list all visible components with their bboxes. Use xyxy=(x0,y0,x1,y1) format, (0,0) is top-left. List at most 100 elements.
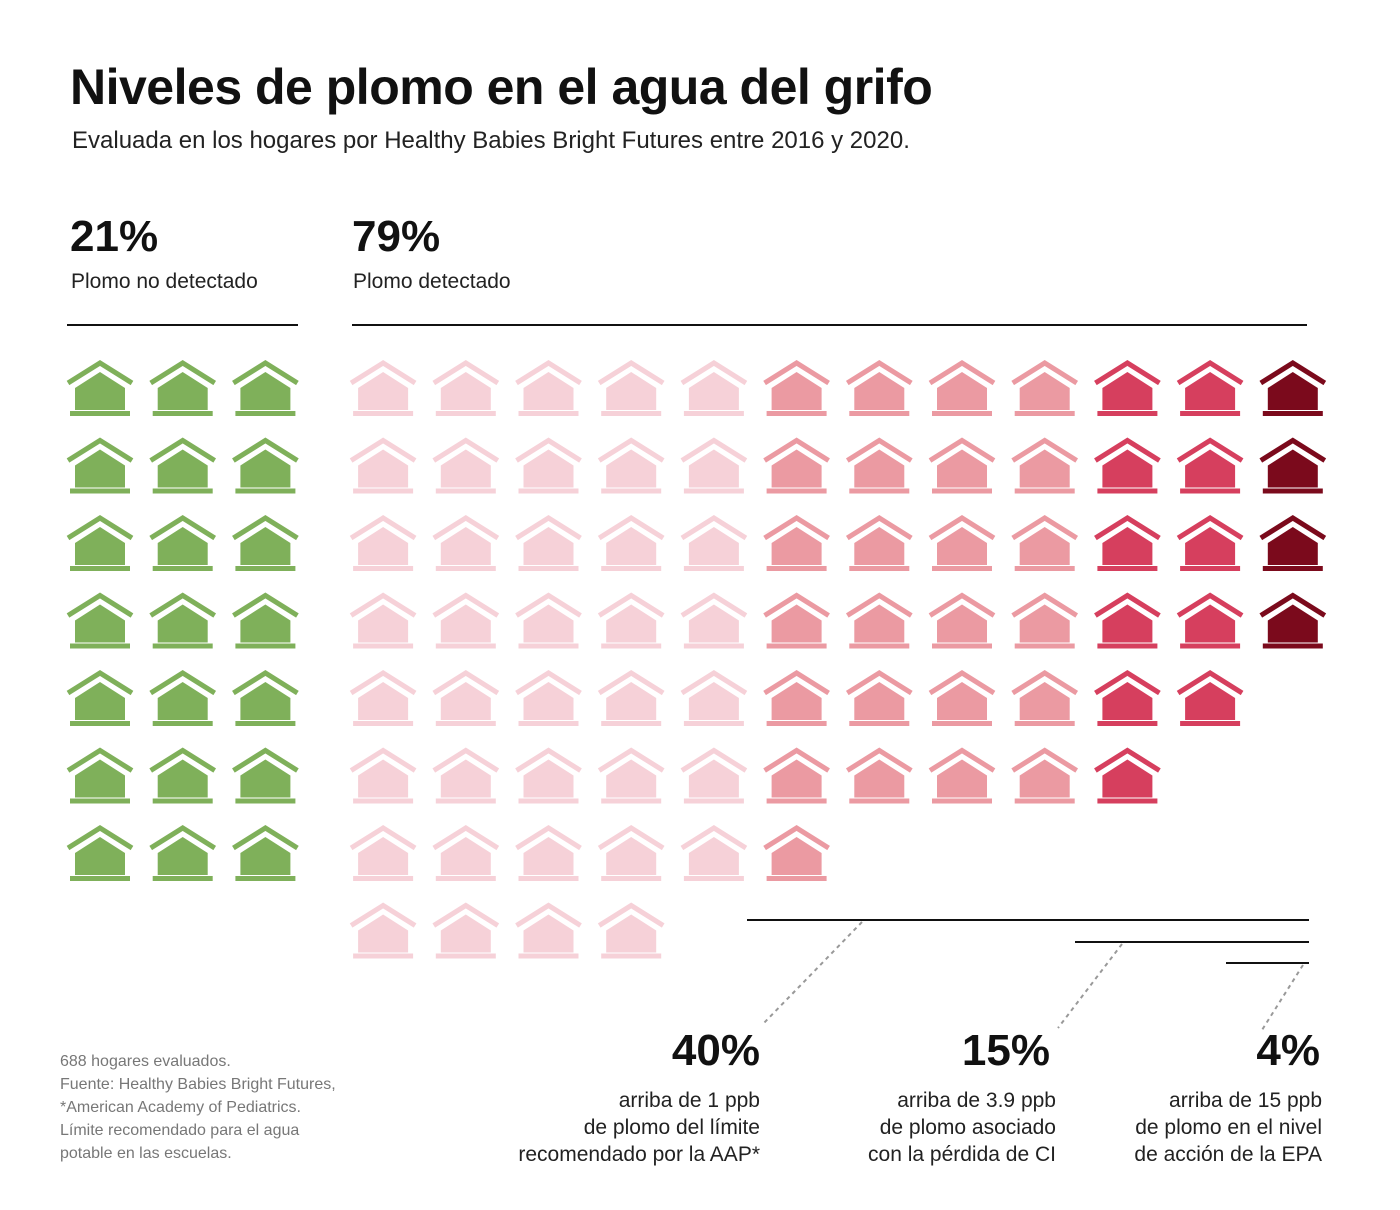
callout-line: de plomo asociado xyxy=(879,1116,1056,1139)
house-icon xyxy=(432,902,500,959)
not-detected-pct: 21% xyxy=(70,212,159,261)
house-icon xyxy=(845,670,913,726)
house-icon xyxy=(515,825,582,881)
house-icon xyxy=(1011,515,1079,571)
house-icon xyxy=(928,360,996,416)
house-icon xyxy=(928,437,996,494)
house-icon xyxy=(597,437,665,494)
callout-above-3-9ppb-text: arriba de 3.9 ppb de plomo asociado con … xyxy=(740,1087,1056,1168)
callout-brackets xyxy=(747,919,1309,1031)
house-icon xyxy=(597,360,665,416)
house-icon xyxy=(845,747,913,804)
leader-above-15ppb xyxy=(1261,964,1304,1031)
house-icon xyxy=(1259,515,1327,571)
house-icon xyxy=(1176,670,1244,726)
house-icon xyxy=(349,592,417,649)
house-icon xyxy=(763,747,830,804)
house-icon xyxy=(149,437,217,494)
callout-line: arriba de 1 ppb xyxy=(618,1089,760,1112)
house-icon xyxy=(149,747,217,804)
house-icon xyxy=(349,515,417,571)
callout-line: de acción de la EPA xyxy=(1134,1143,1322,1166)
house-icon xyxy=(1011,747,1079,804)
house-icon xyxy=(680,825,748,881)
callout-line: recomendado por la AAP* xyxy=(518,1143,760,1166)
house-icon xyxy=(1259,360,1327,416)
footnote-line: 688 hogares evaluados. xyxy=(60,1053,231,1070)
house-icon xyxy=(515,747,582,804)
house-icon xyxy=(763,515,830,571)
callout-above-1ppb-pct: 40% xyxy=(671,1026,760,1075)
house-icon xyxy=(432,592,500,649)
house-icon xyxy=(1094,670,1161,726)
house-icon xyxy=(1094,515,1161,571)
house-icon xyxy=(845,360,913,416)
house-icon xyxy=(149,360,217,416)
house-icon xyxy=(680,515,748,571)
house-icon xyxy=(763,670,830,726)
house-icon xyxy=(149,825,217,881)
house-icon xyxy=(515,902,582,959)
house-icon xyxy=(66,825,134,881)
house-icon xyxy=(232,825,299,881)
house-icon xyxy=(232,437,299,494)
house-icon xyxy=(232,747,299,804)
house-icon xyxy=(432,515,500,571)
chart-subtitle: Evaluada en los hogares por Healthy Babi… xyxy=(72,127,910,154)
not-detected-label: Plomo no detectado xyxy=(71,270,258,293)
house-icon xyxy=(597,670,665,726)
house-icon xyxy=(597,592,665,649)
house-icon xyxy=(349,747,417,804)
house-icon xyxy=(1176,515,1244,571)
footnote-line: Fuente: Healthy Babies Bright Futures, xyxy=(60,1076,336,1093)
house-icon xyxy=(232,592,299,649)
leader-above-3-9ppb xyxy=(1057,943,1123,1029)
house-icon xyxy=(349,670,417,726)
house-icon xyxy=(432,437,500,494)
house-icon xyxy=(66,515,134,571)
house-icon xyxy=(1011,670,1079,726)
house-icon xyxy=(149,670,217,726)
house-icon xyxy=(1176,437,1244,494)
callout-above-1ppb-text: arriba de 1 ppb de plomo del límite reco… xyxy=(440,1087,760,1168)
house-icon xyxy=(515,437,582,494)
house-icon xyxy=(432,670,500,726)
house-icon xyxy=(66,360,134,416)
house-icon xyxy=(66,747,134,804)
house-icon xyxy=(232,360,299,416)
detected-label: Plomo detectado xyxy=(353,270,511,293)
house-icon xyxy=(432,360,500,416)
house-icon xyxy=(1259,592,1327,649)
not-detected-rule xyxy=(67,324,298,326)
house-icon xyxy=(1011,360,1079,416)
house-icon xyxy=(149,515,217,571)
house-icon xyxy=(763,437,830,494)
house-icon xyxy=(680,437,748,494)
house-icon xyxy=(349,437,417,494)
house-icon xyxy=(597,515,665,571)
house-grid xyxy=(66,360,1327,959)
house-icon xyxy=(597,825,665,881)
house-icon xyxy=(349,902,417,959)
house-icon xyxy=(763,825,830,881)
house-icon xyxy=(232,515,299,571)
house-icon xyxy=(66,670,134,726)
callout-line: arriba de 3.9 ppb xyxy=(897,1089,1056,1112)
house-icon xyxy=(680,747,748,804)
house-icon xyxy=(597,747,665,804)
house-icon xyxy=(845,437,913,494)
house-icon xyxy=(232,670,299,726)
house-icon xyxy=(928,515,996,571)
house-icon xyxy=(1011,592,1079,649)
house-icon xyxy=(680,670,748,726)
house-icon xyxy=(928,592,996,649)
house-icon xyxy=(845,592,913,649)
house-icon xyxy=(928,747,996,804)
leader-above-1ppb xyxy=(761,921,863,1026)
chart-title: Niveles de plomo en el agua del grifo xyxy=(70,59,933,115)
callout-above-15ppb-text: arriba de 15 ppb de plomo en el nivel de… xyxy=(1030,1087,1322,1168)
house-icon xyxy=(597,902,665,959)
footnote-line: potable en las escuelas. xyxy=(60,1145,232,1162)
house-icon xyxy=(1094,360,1161,416)
